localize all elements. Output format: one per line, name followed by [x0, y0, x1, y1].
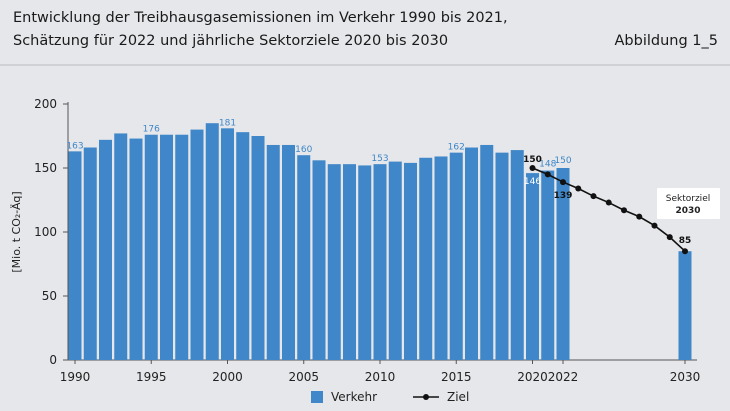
bar-2022 — [556, 168, 570, 360]
x-tick-label: 2022 — [548, 370, 579, 384]
y-tick-label: 100 — [34, 225, 57, 239]
bar-2018 — [495, 152, 509, 360]
y-tick-label: 150 — [34, 161, 57, 175]
bar-data-label: 181 — [219, 118, 236, 128]
bar-2030 — [678, 251, 692, 360]
bar-1993 — [114, 133, 128, 360]
bar-2009 — [358, 165, 372, 360]
bar-1997 — [175, 134, 189, 360]
bar-2008 — [343, 164, 356, 360]
ziel-point-2021 — [544, 171, 551, 178]
bar-data-label: 153 — [371, 154, 388, 164]
bar-1999 — [205, 123, 219, 360]
ziel-point-2020 — [529, 165, 536, 171]
sektorziel-box — [657, 188, 720, 219]
bar-1990 — [68, 151, 82, 360]
chart-title-line-1: Entwicklung der Treibhausgasemissionen i… — [13, 10, 508, 26]
emissions-chart: 0 50 100 150 200 [Mio. t CO₂-Äq] 1990 1995 2000 2… — [10, 97, 720, 404]
bar-2002 — [251, 136, 265, 360]
bar-2015 — [449, 152, 463, 360]
bar-2011 — [388, 161, 402, 360]
legend-marker-ziel — [423, 394, 429, 400]
bar-2000 — [221, 128, 234, 360]
bar-1995 — [144, 134, 158, 360]
bar-data-label: 162 — [448, 143, 465, 153]
bar-2010 — [373, 164, 387, 360]
ziel-point-2026 — [621, 207, 627, 214]
ziel-point-2022 — [560, 179, 566, 186]
y-tick-label: 50 — [42, 289, 57, 303]
header: Entwicklung der Treibhausgasemissionen i… — [0, 0, 730, 66]
x-tick-label: 2015 — [441, 370, 472, 384]
ziel-point-2023 — [575, 185, 582, 192]
header-divider — [0, 64, 730, 66]
legend-label-ziel: Ziel — [447, 390, 469, 404]
ziel-data-label: 150 — [523, 155, 542, 165]
bar-2007 — [327, 164, 341, 360]
x-tick-label: 2000 — [212, 370, 243, 384]
legend-label-verkehr: Verkehr — [331, 390, 377, 404]
x-tick-label: 2020 — [517, 370, 548, 384]
bar-2016 — [465, 147, 478, 360]
bar-2005 — [297, 155, 311, 360]
bar-2014 — [434, 156, 448, 360]
bar-2003 — [266, 144, 280, 360]
ziel-point-2030 — [682, 248, 688, 255]
bar-2021 — [541, 170, 555, 360]
bar-2012 — [404, 162, 417, 360]
bar-data-label: 176 — [143, 125, 160, 135]
bar-data-label: 150 — [554, 156, 571, 166]
bar-data-label: 146 — [524, 177, 541, 187]
ziel-point-2029 — [666, 234, 673, 241]
bar-1996 — [160, 134, 173, 360]
bar-data-label: 160 — [295, 145, 312, 155]
bar-2001 — [236, 132, 250, 360]
x-tick-label: 2005 — [288, 370, 319, 384]
chart-title-line-2: Schätzung für 2022 und jährliche Sektorz… — [13, 33, 449, 49]
x-tick-label: 1995 — [136, 370, 167, 384]
ziel-point-2027 — [636, 213, 643, 220]
y-tick-label: 200 — [34, 97, 57, 111]
bar-2006 — [312, 160, 326, 360]
bar-data-label: 148 — [539, 160, 556, 170]
bar-1994 — [129, 138, 143, 360]
bar-2004 — [282, 144, 295, 360]
y-axis-label: [Mio. t CO₂-Äq] — [10, 191, 23, 272]
ziel-data-label: 139 — [554, 191, 573, 201]
x-tick-label: 1990 — [60, 370, 91, 384]
sektorziel-year: 2030 — [675, 206, 700, 216]
ziel-point-2028 — [651, 222, 658, 229]
bar-data-label: 163 — [66, 141, 83, 151]
bar-2017 — [480, 144, 494, 360]
ziel-point-2025 — [605, 199, 612, 206]
figure-label: Abbildung 1_5 — [614, 33, 718, 49]
bar-2013 — [419, 157, 433, 360]
ziel-data-label: 85 — [679, 236, 692, 246]
x-tick-label: 2030 — [670, 370, 701, 384]
bar-1991 — [83, 147, 97, 360]
y-tick-label: 0 — [49, 353, 57, 367]
x-tick-label: 2010 — [365, 370, 396, 384]
bar-1992 — [99, 139, 112, 360]
ziel-point-2024 — [590, 193, 597, 200]
sektorziel-label: Sektorziel — [666, 194, 710, 204]
bar-2020 — [526, 173, 539, 360]
bar-1998 — [190, 129, 204, 360]
legend-swatch-verkehr — [311, 391, 323, 403]
bar-2019 — [510, 150, 524, 360]
